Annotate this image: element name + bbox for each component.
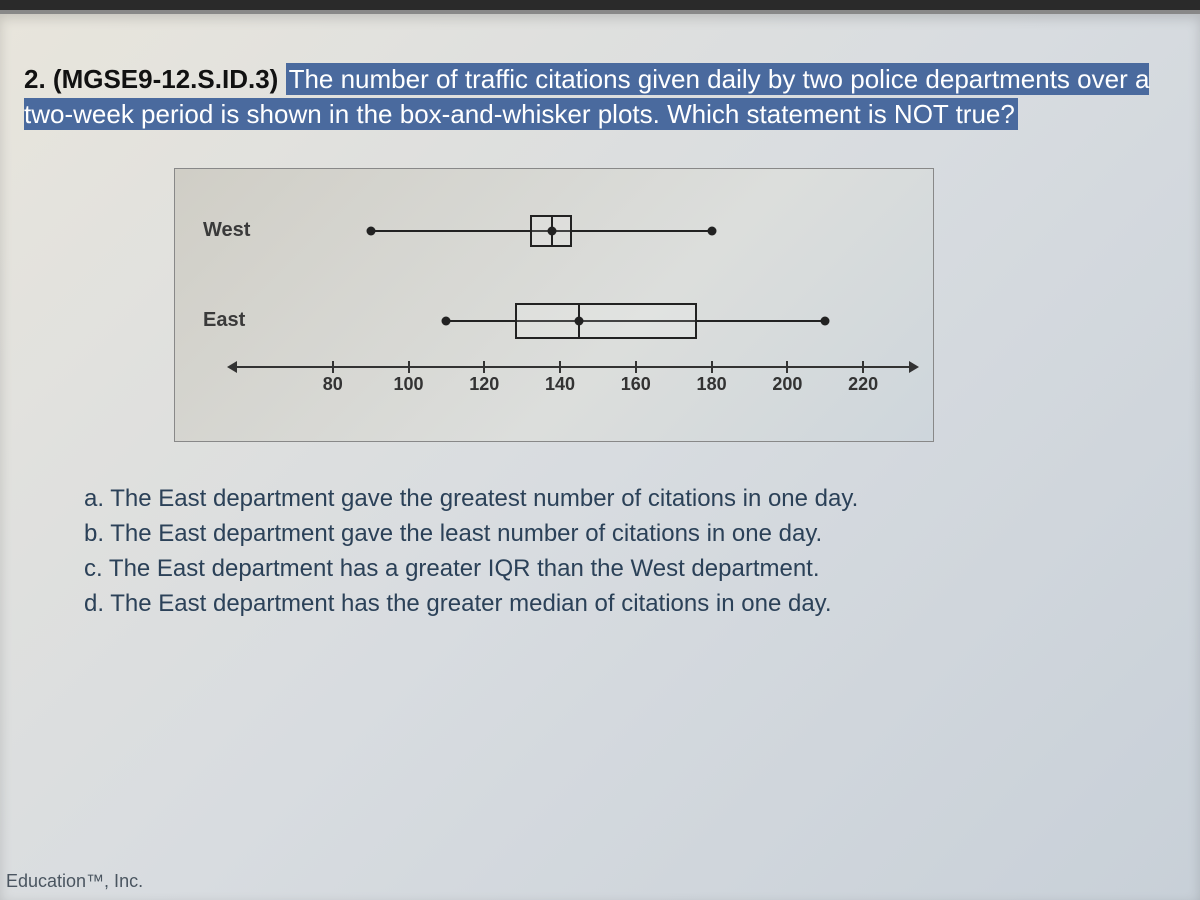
axis-arrow-left-icon: [227, 361, 237, 373]
chart-plot-area: 80100120140160180200220WestEast: [197, 191, 911, 391]
choice-b: b. The East department gave the least nu…: [84, 517, 1176, 552]
axis-tick: [483, 361, 485, 373]
axis-tick: [862, 361, 864, 373]
footer-text: Education™, Inc.: [6, 871, 143, 892]
choice-d: d. The East department has the greater m…: [84, 587, 1176, 622]
question-header: 2. (MGSE9-12.S.ID.3) The number of traff…: [24, 62, 1176, 132]
series-label: East: [203, 309, 245, 332]
min-dot-icon: [366, 227, 375, 236]
worksheet-page: 2. (MGSE9-12.S.ID.3) The number of traff…: [0, 10, 1200, 900]
axis-tick-label: 120: [469, 374, 499, 395]
axis-tick-label: 100: [393, 374, 423, 395]
axis-tick-label: 200: [772, 374, 802, 395]
axis-tick-label: 180: [697, 374, 727, 395]
axis-tick: [408, 361, 410, 373]
boxplot-chart: 80 100 120 140 160 180 200 220 West East: [174, 168, 934, 442]
axis-tick-label: 80: [323, 374, 343, 395]
max-dot-icon: [821, 317, 830, 326]
max-dot-icon: [707, 227, 716, 236]
axis-tick-label: 140: [545, 374, 575, 395]
axis-tick: [635, 361, 637, 373]
question-number: 2.: [24, 64, 46, 94]
answer-choices: a. The East department gave the greatest…: [84, 482, 1176, 621]
min-dot-icon: [442, 317, 451, 326]
iqr-box: [515, 303, 697, 339]
choice-c: c. The East department has a greater IQR…: [84, 552, 1176, 587]
axis-tick: [559, 361, 561, 373]
axis-tick: [786, 361, 788, 373]
x-axis: [237, 366, 911, 368]
standard-code: (MGSE9-12.S.ID.3): [53, 64, 278, 94]
axis-tick: [332, 361, 334, 373]
axis-tick-label: 220: [848, 374, 878, 395]
axis-arrow-right-icon: [909, 361, 919, 373]
median-dot-icon: [575, 317, 584, 326]
axis-tick: [711, 361, 713, 373]
choice-a: a. The East department gave the greatest…: [84, 482, 1176, 517]
median-dot-icon: [548, 227, 557, 236]
axis-tick-label: 160: [621, 374, 651, 395]
series-label: West: [203, 219, 250, 242]
